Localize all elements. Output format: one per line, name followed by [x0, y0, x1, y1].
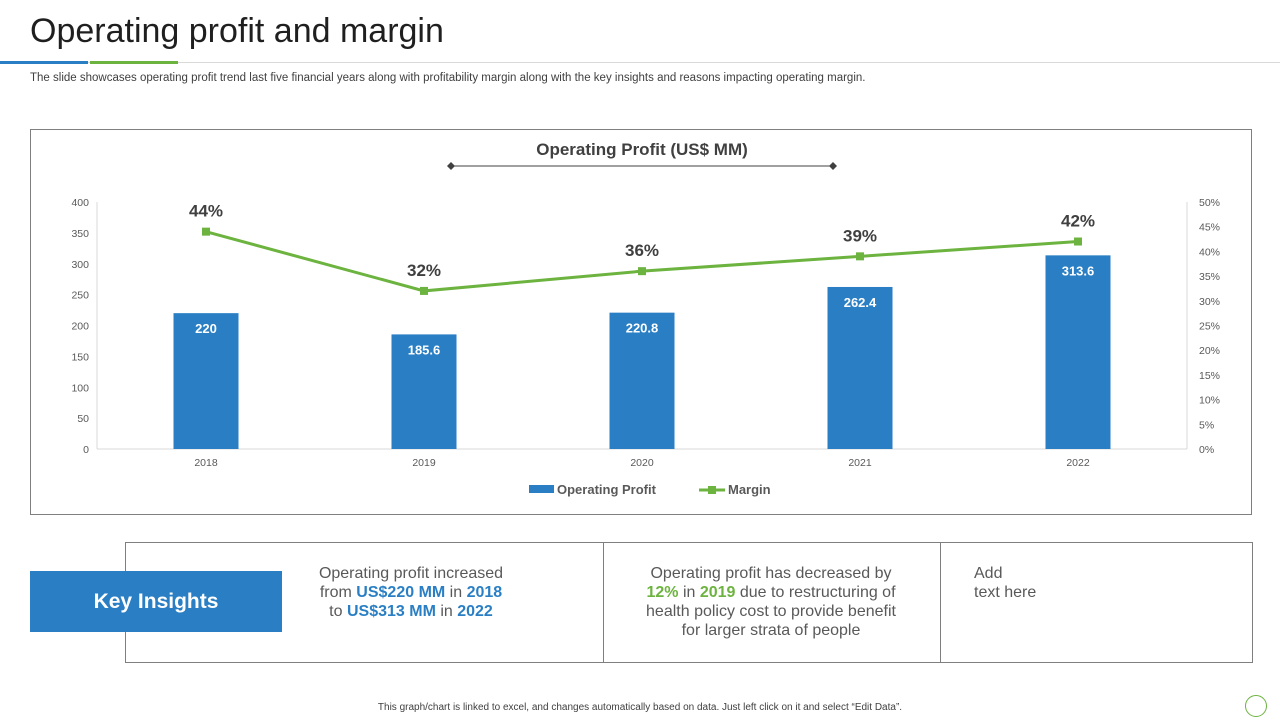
- page-title: Operating profit and margin: [30, 12, 444, 50]
- margin-value-label: 39%: [843, 226, 877, 245]
- insight-2: Operating profit has decreased by 12% in…: [612, 564, 930, 640]
- y-right-tick-label: 10%: [1199, 395, 1220, 407]
- insight-1-year-start: 2018: [466, 584, 503, 601]
- insight-1: Operating profit increased from US$220 M…: [288, 564, 534, 621]
- title-divider: [0, 62, 1280, 63]
- x-tick-label: 2021: [848, 457, 872, 469]
- y-left-tick-label: 250: [71, 290, 89, 302]
- insight-2-percent: 12%: [646, 584, 679, 601]
- legend-label-margin: Margin: [728, 482, 771, 497]
- legend-swatch-operating-profit: [529, 485, 554, 493]
- insight-1-text: in: [435, 603, 458, 620]
- y-right-tick-label: 50%: [1199, 197, 1220, 209]
- margin-point: [856, 252, 864, 261]
- y-left-tick-label: 50: [77, 413, 89, 425]
- operating-profit-chart: Operating Profit (US$ MM) 0 50 100 150 200 250…: [71, 140, 1220, 497]
- bar-value-label: 262.4: [844, 295, 877, 310]
- page-subtitle: The slide showcases operating profit tre…: [30, 72, 866, 84]
- insight-1-text: to: [329, 603, 347, 620]
- margin-value-label: 42%: [1061, 212, 1095, 231]
- y-right-tick-label: 35%: [1199, 271, 1220, 283]
- y-left-tick-label: 150: [71, 351, 89, 363]
- insight-1-line-1: Operating profit increased: [318, 565, 504, 582]
- y-right-tick-label: 15%: [1199, 370, 1220, 382]
- margin-value-label: 44%: [189, 202, 223, 221]
- bar-operating-profit: [1045, 255, 1111, 449]
- margin-value-label: 36%: [625, 241, 659, 260]
- insight-3-line-1: Add: [974, 565, 1003, 582]
- y-right-tick-label: 25%: [1199, 321, 1220, 333]
- insight-2-text: in: [678, 584, 700, 601]
- insight-1-year-end: 2022: [457, 603, 493, 620]
- insight-1-value-start: US$220 MM: [356, 584, 446, 601]
- bar-value-label: 185.6: [408, 342, 441, 357]
- insight-3-line-2: text here: [974, 584, 1037, 601]
- bar-operating-profit: [609, 312, 675, 449]
- x-tick-label: 2022: [1066, 457, 1090, 469]
- insight-3-placeholder[interactable]: Add text here: [974, 564, 1036, 602]
- y-right-tick-label: 30%: [1199, 296, 1220, 308]
- y-left-tick-label: 300: [71, 259, 89, 271]
- margin-value-label: 32%: [407, 261, 441, 280]
- footnote: This graph/chart is linked to excel, and…: [377, 702, 903, 713]
- y-right-tick-label: 20%: [1199, 345, 1220, 357]
- bar-value-label: 220: [195, 321, 217, 336]
- insight-2-year: 2019: [699, 584, 736, 601]
- bar-operating-profit: [827, 286, 893, 449]
- y-left-tick-label: 100: [71, 382, 89, 394]
- insight-1-text: from: [319, 584, 357, 601]
- chart-container[interactable]: Operating Profit (US$ MM) 0 50 100 150 200 250…: [30, 129, 1252, 515]
- y-left-tick-label: 200: [71, 321, 89, 333]
- x-tick-label: 2020: [630, 457, 654, 469]
- y-right-tick-label: 0%: [1199, 444, 1214, 456]
- insight-1-line-2: from US$220 MM in 2018: [288, 583, 534, 602]
- bar-value-label: 220.8: [626, 321, 659, 336]
- y-left-tick-label: 350: [71, 228, 89, 240]
- insight-2-line-2: 12% in 2019 due to restructuring of: [612, 583, 930, 602]
- title-accent-blue: [0, 61, 88, 64]
- legend-label-operating-profit: Operating Profit: [557, 482, 657, 497]
- chart-title-rule-end: [447, 162, 455, 170]
- chart-title: Operating Profit (US$ MM): [536, 140, 748, 159]
- y-right-tick-label: 5%: [1199, 419, 1214, 431]
- margin-point: [202, 227, 210, 236]
- bar-operating-profit: [173, 313, 239, 449]
- legend-swatch-margin-marker: [708, 486, 716, 494]
- bar-value-label: 313.6: [1062, 263, 1095, 278]
- margin-point: [638, 267, 646, 276]
- key-insights-label: Key Insights: [30, 571, 282, 632]
- insight-divider-1: [603, 542, 604, 663]
- insight-1-line-3: to US$313 MM in 2022: [288, 602, 534, 621]
- chart-title-rule-end: [829, 162, 837, 170]
- y-left-tick-label: 0: [83, 444, 89, 456]
- slide-nav-circle[interactable]: [1245, 695, 1267, 717]
- insight-divider-2: [940, 542, 941, 663]
- bar-operating-profit: [391, 334, 457, 449]
- margin-point: [420, 286, 428, 295]
- x-tick-label: 2018: [194, 457, 218, 469]
- insight-1-text: in: [445, 584, 467, 601]
- y-left-tick-label: 400: [71, 197, 89, 209]
- insight-1-value-end: US$313 MM: [346, 603, 436, 620]
- y-right-tick-label: 40%: [1199, 246, 1220, 258]
- title-accent-green: [90, 61, 178, 64]
- insight-2-line-3: health policy cost to provide benefit: [646, 603, 896, 620]
- insight-2-line-4: for larger strata of people: [681, 622, 861, 639]
- margin-point: [1074, 237, 1082, 246]
- insight-2-line-1: Operating profit has decreased by: [650, 565, 892, 582]
- y-right-tick-label: 45%: [1199, 222, 1220, 234]
- x-tick-label: 2019: [412, 457, 436, 469]
- insight-2-text: due to restructuring of: [735, 584, 896, 601]
